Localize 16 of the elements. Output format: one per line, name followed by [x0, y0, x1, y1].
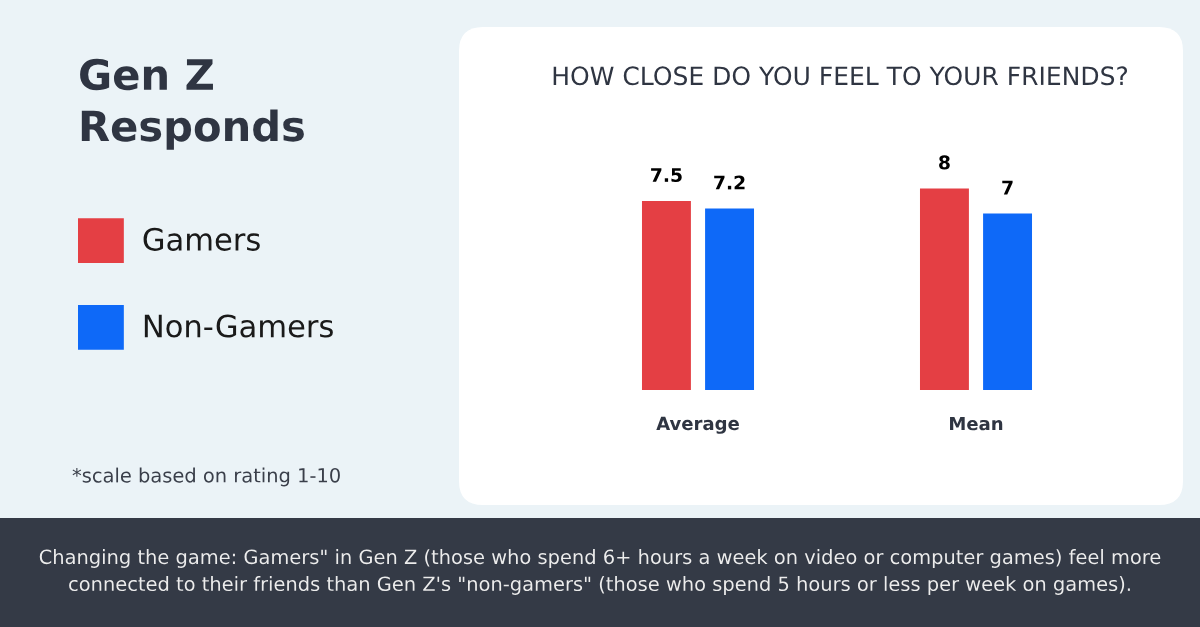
chart-subtitle: HOW CLOSE DO YOU FEEL TO YOUR FRIENDS?: [553, 66, 1128, 86]
text: *scale based on rating 1-10: [72, 467, 340, 487]
bar: [641, 200, 691, 390]
x-tick-label: Mean: [950, 416, 1003, 431]
data-label: 7.5: [651, 168, 682, 183]
data-label: 7: [1002, 180, 1013, 195]
data-label: 7.2: [714, 175, 745, 190]
text: Changing the game: Gamers" in Gen Z (those who spend 6+ hours a week on video or computer games) feel more connected to their friends than Gen Z's "non-gamers" (those who spend 5 hours or less per week on games).: [39, 549, 1161, 595]
bar: [705, 208, 755, 390]
legend-label: Non-Gamers: [144, 314, 333, 338]
legend-label: Gamers: [143, 227, 260, 251]
bar: [919, 188, 969, 390]
bar: [983, 213, 1033, 390]
text: Gen Z Responds: [80, 58, 304, 150]
x-tick-label: Average: [656, 416, 739, 434]
data-label: 8: [939, 155, 950, 170]
